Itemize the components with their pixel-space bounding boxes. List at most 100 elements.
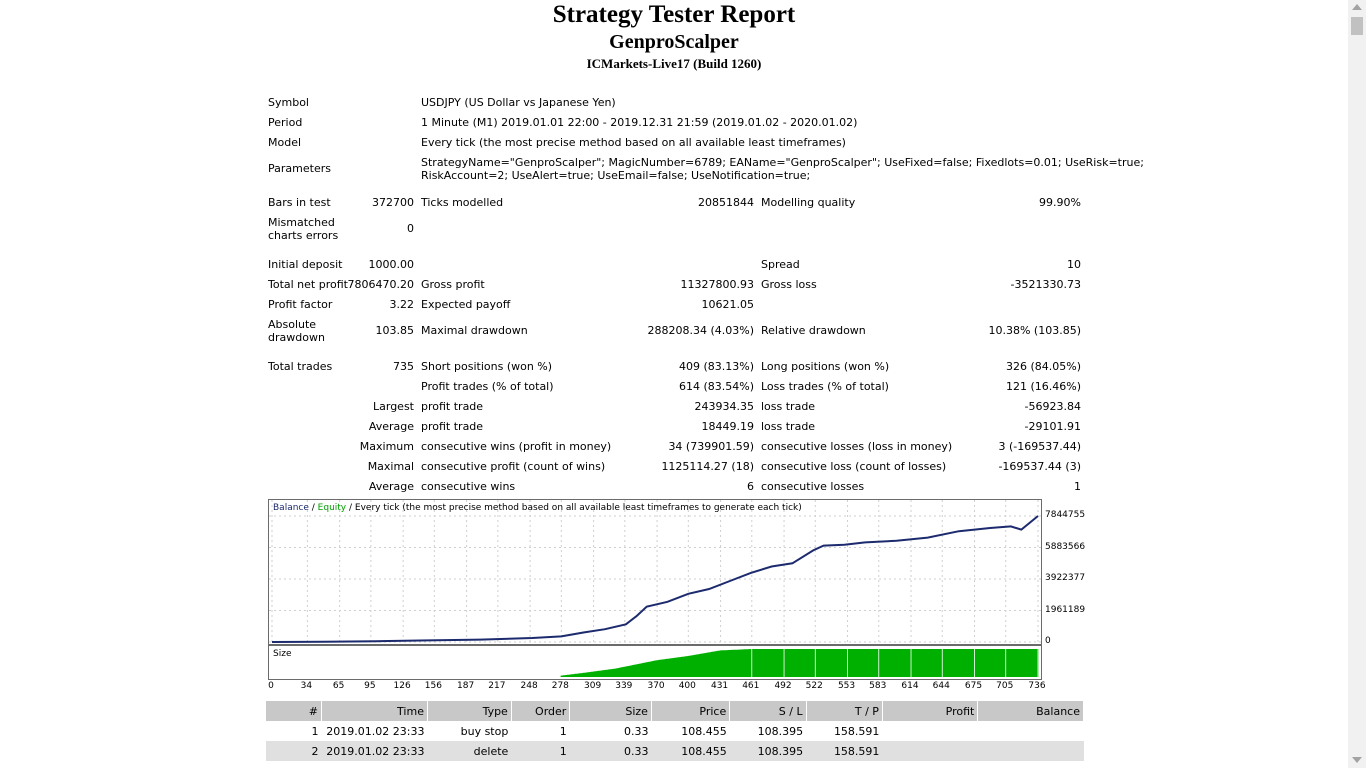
quality-label: Modelling quality [761,196,856,209]
x-tick-label: 187 [457,681,475,691]
legend-model: / Every tick (the most precise method ba… [346,503,802,513]
symbol-value: USDJPY (US Dollar vs Japanese Yen) [421,96,616,109]
x-tick-label: 34 [300,681,313,691]
table-cell: 108.395 [757,724,804,738]
deposit-label: Initial deposit [268,258,343,271]
x-tick-label: 705 [996,681,1014,691]
table-cell: 1 [511,741,570,761]
column-header: # [266,701,322,721]
column-header: S / L [729,701,807,721]
symbol-label: Symbol [268,96,309,109]
x-tick-label: 0 [268,681,274,691]
size-bars [560,649,1039,677]
column-header: Price [651,701,731,721]
x-tick-label: 248 [520,681,538,691]
balance-chart: Balance / Equity / Every tick (the most … [268,499,1042,645]
absolute-drawdown-value: 103.85 [375,324,415,337]
balance-chart-plot [269,500,1041,644]
mismatch-label-2: charts errors [268,229,339,242]
size-label: Size [273,649,292,659]
ticks-value: 20851844 [698,196,754,209]
table-cell [978,721,1084,741]
x-tick-label: 339 [615,681,633,691]
deposit-value: 1000.00 [368,258,415,271]
table-cell: 2019.01.02 23:33 [326,724,425,738]
size-chart-plot [560,649,1039,677]
report-title: Strategy Tester Report [552,1,796,28]
mismatch-value: 0 [407,222,414,235]
average-profit-label: profit trade [421,420,484,433]
column-header: Order [511,701,571,721]
expected-payoff-label: Expected payoff [421,298,511,311]
table-cell: delete [427,741,512,761]
table-cell: 158.591 [833,724,880,738]
y-tick-label: 1961189 [1045,604,1086,615]
x-tick-label: 65 [332,681,345,691]
period-value: 1 Minute (M1) 2019.01.01 22:00 - 2019.12… [421,116,858,129]
vertical-scrollbar[interactable] [1348,0,1366,768]
x-tick-label: 553 [837,681,856,691]
long-positions-value: 326 (84.05%) [1005,360,1081,373]
avg-cons-losses-value: 1 [1074,480,1081,493]
largest-loss-value: -56923.84 [1024,400,1081,413]
largest-loss-label: loss trade [761,400,816,413]
y-tick-label: 0 [1045,636,1051,646]
orders-body: 1 2019.01.02 23:33 buy stop 1 0.33 108.455 108… [266,721,1084,761]
scroll-down-arrow-icon[interactable] [1352,757,1362,763]
chart-legend: Balance / Equity / Every tick (the most … [273,503,802,513]
x-tick-label: 736 [1028,681,1046,691]
scroll-thumb[interactable] [1351,17,1363,35]
server-info: ICMarkets-Live17 (Build 1260) [586,56,762,71]
table-row: 1 2019.01.02 23:33 buy stop 1 0.33 108.455 108… [266,721,1084,741]
maximal-cons-profit-value: 1125114.27 (18) [661,460,754,473]
gross-profit-label: Gross profit [421,278,485,291]
table-cell: 108.395 [729,741,807,761]
y-tick-label: 5883566 [1045,541,1086,552]
column-header: T / P [806,701,883,721]
loss-trades-label: Loss trades (% of total) [761,380,889,393]
net-profit-value: 7806470.20 [347,278,414,291]
absolute-drawdown-label-1: Absolute [268,318,317,331]
profit-factor-value: 3.22 [389,298,415,311]
legend-balance: Balance [273,503,309,513]
column-header: Time [321,701,428,721]
table-cell: 158.591 [806,741,883,761]
max-cons-losses-label: consecutive losses (loss in money) [761,440,953,453]
profit-trades-value: 614 (83.54%) [678,380,754,393]
x-tick-label: 370 [647,681,665,691]
table-cell: 1 [559,724,567,738]
short-positions-label: Short positions (won %) [421,360,553,373]
average-profit-value: 18449.19 [701,420,755,433]
table-cell [977,741,1084,761]
y-tick-label: 7844755 [1045,510,1086,520]
long-positions-label: Long positions (won %) [761,360,890,373]
x-tick-label: 583 [869,681,887,691]
mismatch-label-1: Mismatched [268,216,335,229]
table-cell: 1 [311,724,319,738]
parameters-label: Parameters [268,162,331,175]
table-cell: 2019.01.02 23:33 [321,741,428,761]
x-tick-label: 278 [551,681,569,691]
avg-cons-losses-label: consecutive losses [761,480,865,493]
legend-equity: Equity [317,503,347,513]
y-tick-label: 3922377 [1045,573,1086,583]
period-label: Period [268,116,303,129]
scroll-up-arrow-icon[interactable] [1352,4,1362,10]
bars-value: 372700 [372,196,414,209]
short-positions-value: 409 (83.13%) [678,360,754,373]
maximal-drawdown-value: 288208.34 (4.03%) [647,324,754,337]
balance-line [271,515,1039,643]
maximal-cons-profit-label: consecutive profit (count of wins) [421,460,606,473]
table-cell [882,741,978,761]
table-cell: 2 [266,741,322,761]
relative-drawdown-value: 10.38% (103.85) [988,324,1081,337]
size-chart: Size [268,645,1042,680]
maximal-cons-loss-label: consecutive loss (count of losses) [761,460,947,473]
table-cell: 108.455 [651,741,730,761]
legend-separator: / [308,503,318,513]
bars-label: Bars in test [268,196,331,209]
x-tick-label: 614 [901,681,919,691]
column-header: Balance [977,701,1084,721]
